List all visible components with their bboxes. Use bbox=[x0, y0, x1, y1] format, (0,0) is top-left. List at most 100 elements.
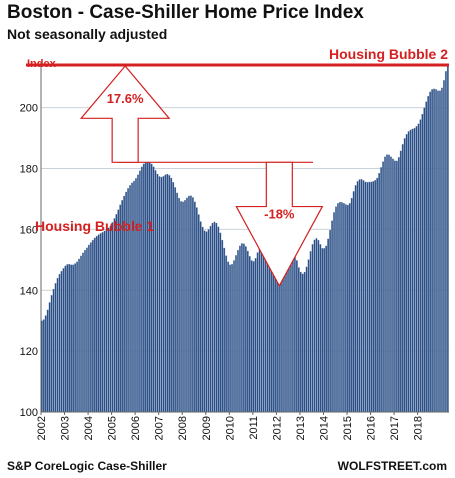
bar bbox=[186, 197, 188, 413]
bar bbox=[391, 158, 394, 413]
x-tick-label: 2010 bbox=[224, 416, 236, 440]
bar bbox=[238, 245, 241, 413]
bar bbox=[262, 236, 265, 413]
bar bbox=[136, 174, 139, 413]
bar bbox=[93, 237, 96, 413]
bar bbox=[362, 180, 365, 413]
x-tick-label: 2006 bbox=[130, 416, 142, 440]
bar bbox=[429, 91, 432, 413]
rise-arrow bbox=[79, 65, 171, 163]
bar bbox=[144, 162, 147, 413]
bar bbox=[346, 204, 349, 413]
bar bbox=[286, 254, 288, 413]
bar bbox=[442, 80, 445, 413]
bar bbox=[289, 246, 292, 413]
x-tick-label: 2002 bbox=[36, 416, 48, 440]
bubble2-label: Housing Bubble 2 bbox=[329, 46, 448, 62]
bar bbox=[288, 249, 290, 413]
bar bbox=[213, 221, 216, 413]
bar bbox=[46, 309, 49, 413]
bar bbox=[164, 174, 167, 413]
bar bbox=[201, 226, 204, 413]
bar bbox=[111, 222, 114, 413]
bar bbox=[184, 200, 186, 413]
bar bbox=[76, 261, 79, 413]
bar bbox=[274, 257, 277, 413]
bar bbox=[50, 295, 53, 413]
bar bbox=[80, 255, 82, 413]
bar bbox=[74, 263, 77, 413]
bar bbox=[207, 229, 210, 413]
bar bbox=[435, 89, 438, 413]
bar bbox=[205, 231, 208, 413]
x-tick-label: 2017 bbox=[389, 416, 401, 440]
bar bbox=[244, 246, 247, 413]
bar bbox=[333, 212, 336, 413]
bar bbox=[278, 266, 281, 413]
bar bbox=[382, 161, 385, 413]
bar bbox=[229, 264, 232, 413]
bar bbox=[388, 154, 390, 413]
bar bbox=[150, 163, 153, 413]
bar bbox=[446, 64, 449, 413]
bar bbox=[399, 150, 402, 413]
bar bbox=[282, 265, 285, 413]
bar bbox=[138, 170, 141, 413]
bar bbox=[417, 123, 420, 413]
bar bbox=[154, 170, 157, 413]
bar bbox=[393, 160, 396, 413]
bar bbox=[231, 263, 234, 413]
bar bbox=[291, 248, 294, 413]
bar bbox=[258, 246, 261, 413]
bar bbox=[58, 274, 61, 413]
bar bbox=[425, 101, 428, 413]
bar bbox=[315, 238, 318, 413]
bar bbox=[323, 248, 326, 413]
y-tick-label: 160 bbox=[20, 224, 38, 236]
bar bbox=[246, 250, 249, 413]
bar bbox=[70, 264, 73, 413]
bar bbox=[374, 179, 377, 413]
y-tick-label: 120 bbox=[20, 346, 38, 358]
rise-pct-label: 17.6% bbox=[107, 91, 144, 106]
bar bbox=[317, 239, 320, 413]
bar bbox=[237, 249, 239, 413]
bar bbox=[199, 221, 202, 413]
bar bbox=[354, 185, 357, 413]
bar bbox=[64, 265, 67, 413]
bar bbox=[180, 201, 183, 413]
bar bbox=[174, 187, 177, 413]
bar bbox=[221, 239, 224, 413]
bar bbox=[378, 172, 381, 413]
bar bbox=[444, 71, 447, 413]
bar bbox=[89, 242, 92, 413]
fall-arrow bbox=[235, 161, 324, 288]
bar bbox=[62, 268, 65, 413]
bar bbox=[78, 258, 81, 413]
bar bbox=[109, 225, 112, 413]
bar bbox=[176, 192, 179, 413]
bar bbox=[395, 160, 398, 413]
bar bbox=[117, 209, 120, 413]
bar bbox=[189, 195, 192, 413]
bar bbox=[156, 173, 159, 413]
bar bbox=[60, 270, 63, 413]
bar bbox=[252, 261, 255, 413]
bar bbox=[331, 220, 334, 413]
y-tick-label: 200 bbox=[20, 103, 38, 115]
bar bbox=[135, 178, 137, 413]
bar bbox=[215, 222, 218, 413]
chart-title: Boston - Case-Shiller Home Price Index bbox=[7, 2, 364, 23]
bar bbox=[397, 157, 400, 413]
bar bbox=[335, 206, 337, 413]
bar bbox=[403, 138, 406, 413]
bar bbox=[405, 134, 408, 413]
x-tick-label: 2008 bbox=[177, 416, 189, 440]
bar bbox=[376, 177, 379, 413]
bar bbox=[101, 232, 104, 413]
bar bbox=[366, 182, 369, 413]
x-tick-label: 2004 bbox=[83, 416, 95, 440]
bars bbox=[40, 64, 449, 413]
bar bbox=[358, 179, 361, 413]
x-tick-label: 2009 bbox=[201, 416, 213, 440]
